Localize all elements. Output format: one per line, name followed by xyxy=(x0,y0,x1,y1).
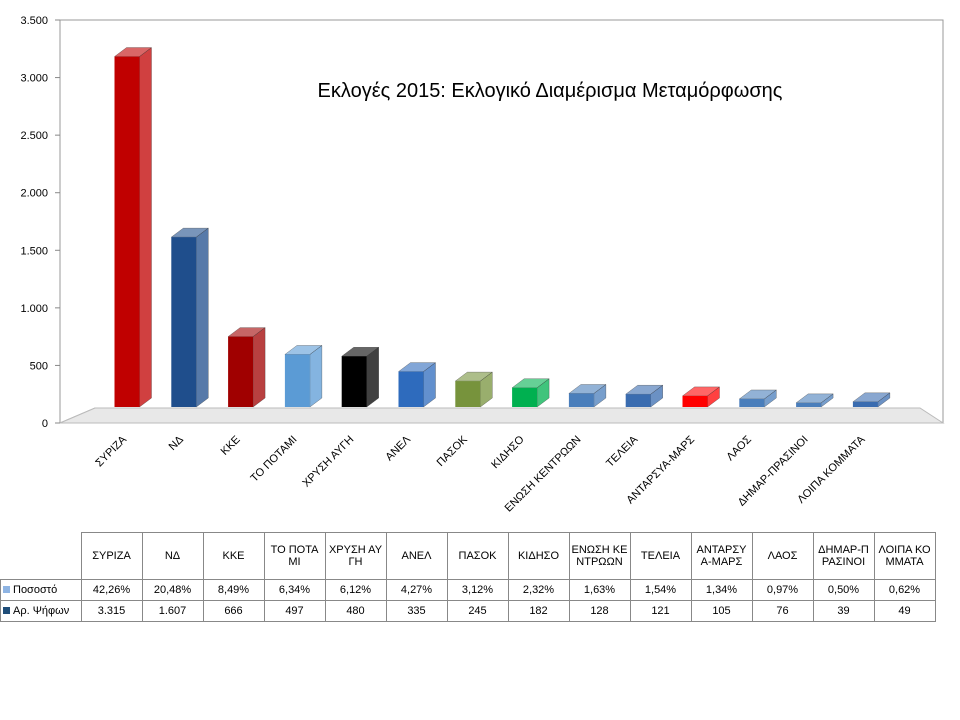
table-cell: 182 xyxy=(507,600,570,622)
table-cell: 497 xyxy=(263,600,326,622)
bar xyxy=(852,401,878,407)
table-cell: 0,62% xyxy=(873,579,936,601)
y-tick-label: 2.500 xyxy=(20,130,48,142)
table-cell: 335 xyxy=(385,600,448,622)
bar-side xyxy=(252,327,266,408)
y-tick-label: 3.500 xyxy=(20,15,48,27)
y-tick-label: 500 xyxy=(30,360,48,372)
bar xyxy=(739,398,765,407)
table-header-cell: ΕΝΩΣΗ ΚΕΝΤΡΩΩΝ xyxy=(568,532,631,580)
table-header-cell: ΔΗΜΑΡ-ΠΡΑΣΙΝΟΙ xyxy=(812,532,875,580)
table-header-row: ΣΥΡΙΖΑ ΝΔ ΚΚΕ ΤΟ ΠΟΤΑΜΙ ΧΡΥΣΗ ΑΥΓΗ ΑΝΕΛ ΠΑΣΟΚ Κ… xyxy=(0,532,936,580)
table-row-header: Αρ. Ψήφων xyxy=(0,600,82,622)
y-tick-label: 0 xyxy=(42,418,48,430)
bar xyxy=(455,381,481,407)
table-cell: 6,34% xyxy=(263,579,326,601)
table-cell: 39 xyxy=(812,600,875,622)
bar xyxy=(228,336,254,407)
bar xyxy=(625,394,651,407)
table-cell: 20,48% xyxy=(141,579,204,601)
table-row-header: Ποσοστό xyxy=(0,579,82,601)
table-header-cell: ΛΟΙΠΑ ΚΟΜΜΑΤΑ xyxy=(873,532,936,580)
table-cell: 2,32% xyxy=(507,579,570,601)
bar xyxy=(568,393,594,407)
bar xyxy=(171,237,197,407)
table-header-cell: ΑΝΤΑΡΣΥΑ-ΜΑΡΣ xyxy=(690,532,753,580)
table-header-cell: ΑΝΕΛ xyxy=(385,532,448,580)
bar-side xyxy=(139,47,152,408)
bar xyxy=(796,402,822,407)
table-header-cell: ΧΡΥΣΗ ΑΥΓΗ xyxy=(324,532,387,580)
y-tick-label: 1.500 xyxy=(20,245,48,257)
x-tick-label: ΧΡΥΣΗ ΑΥΓΗ xyxy=(300,434,356,490)
y-tick-label: 2.000 xyxy=(20,188,48,200)
table-cell: 42,26% xyxy=(80,579,143,601)
table-cell: 76 xyxy=(751,600,814,622)
floor-top xyxy=(59,407,945,424)
bar-side xyxy=(366,346,379,408)
bar xyxy=(114,56,140,408)
table-cell: 49 xyxy=(873,600,936,622)
table-cell: 105 xyxy=(690,600,753,622)
bar xyxy=(341,356,367,407)
table-cell: 1,63% xyxy=(568,579,631,601)
table-header-cell: ΝΔ xyxy=(141,532,204,580)
table-cell: 4,27% xyxy=(385,579,448,601)
bar xyxy=(398,371,424,407)
x-tick-label: ΚΚΕ xyxy=(219,434,243,458)
bar-side xyxy=(309,345,323,408)
x-tick-label: ΣΥΡΙΖΑ xyxy=(93,433,129,469)
table-header-cell: ΚΙΔΗΣΟ xyxy=(507,532,570,580)
x-tick-label: ΤΟ ΠΟΤΑΜΙ xyxy=(249,434,300,485)
x-tick-label: ΛΑΟΣ xyxy=(724,433,754,463)
legend-label: Αρ. Ψήφων xyxy=(13,605,70,617)
y-tick-label: 1.000 xyxy=(20,303,48,315)
table-cell: 6,12% xyxy=(324,579,387,601)
table-header-cell: ΣΥΡΙΖΑ xyxy=(80,532,143,580)
x-tick-label: ΑΝΕΛ xyxy=(383,433,413,463)
table-cell: 1.607 xyxy=(141,600,204,622)
bar xyxy=(284,354,310,407)
table-cell: 1,54% xyxy=(629,579,692,601)
table-row: Αρ. Ψήφων 3.315 1.607 666 497 480 335 245 182 128… xyxy=(0,600,936,622)
x-tick-label: ΝΔ xyxy=(167,433,187,453)
table-corner xyxy=(0,532,82,580)
legend-label: Ποσοστό xyxy=(13,584,58,596)
table-header-cell: ΚΚΕ xyxy=(202,532,265,580)
table-cell: 3,12% xyxy=(446,579,509,601)
x-tick-label: ΤΕΛΕΙΑ xyxy=(604,433,641,470)
x-tick-label: ΠΑΣΟΚ xyxy=(435,433,471,469)
table-header-cell: ΤΕΛΕΙΑ xyxy=(629,532,692,580)
chart-title: Εκλογές 2015: Εκλογικό Διαμέρισμα Μεταμό… xyxy=(318,80,783,102)
legend-key xyxy=(3,607,10,614)
table-header-cell: ΛΑΟΣ xyxy=(751,532,814,580)
table-cell: 3.315 xyxy=(80,600,143,622)
bar xyxy=(682,395,708,407)
x-tick-label: ΚΙΔΗΣΟ xyxy=(489,433,527,471)
table-cell: 0,50% xyxy=(812,579,875,601)
table-cell: 128 xyxy=(568,600,631,622)
legend-key xyxy=(3,586,10,593)
chart: Εκλογές 2015: Εκλογικό Διαμέρισμα Μεταμό… xyxy=(20,15,945,515)
table-header-cell: ΤΟ ΠΟΤΑΜΙ xyxy=(263,532,326,580)
bar-side xyxy=(196,227,209,408)
table-cell: 0,97% xyxy=(751,579,814,601)
table-cell: 666 xyxy=(202,600,265,622)
y-tick-label: 3.000 xyxy=(20,73,48,85)
table-row: Ποσοστό 42,26% 20,48% 8,49% 6,34% 6,12% 4,27% 3… xyxy=(0,579,936,601)
table-cell: 121 xyxy=(629,600,692,622)
bar xyxy=(512,387,538,407)
table-cell: 1,34% xyxy=(690,579,753,601)
data-table: ΣΥΡΙΖΑ ΝΔ ΚΚΕ ΤΟ ΠΟΤΑΜΙ ΧΡΥΣΗ ΑΥΓΗ ΑΝΕΛ ΠΑΣΟΚ Κ… xyxy=(0,532,936,622)
table-cell: 245 xyxy=(446,600,509,622)
table-header-cell: ΠΑΣΟΚ xyxy=(446,532,509,580)
table-cell: 480 xyxy=(324,600,387,622)
table-cell: 8,49% xyxy=(202,579,265,601)
